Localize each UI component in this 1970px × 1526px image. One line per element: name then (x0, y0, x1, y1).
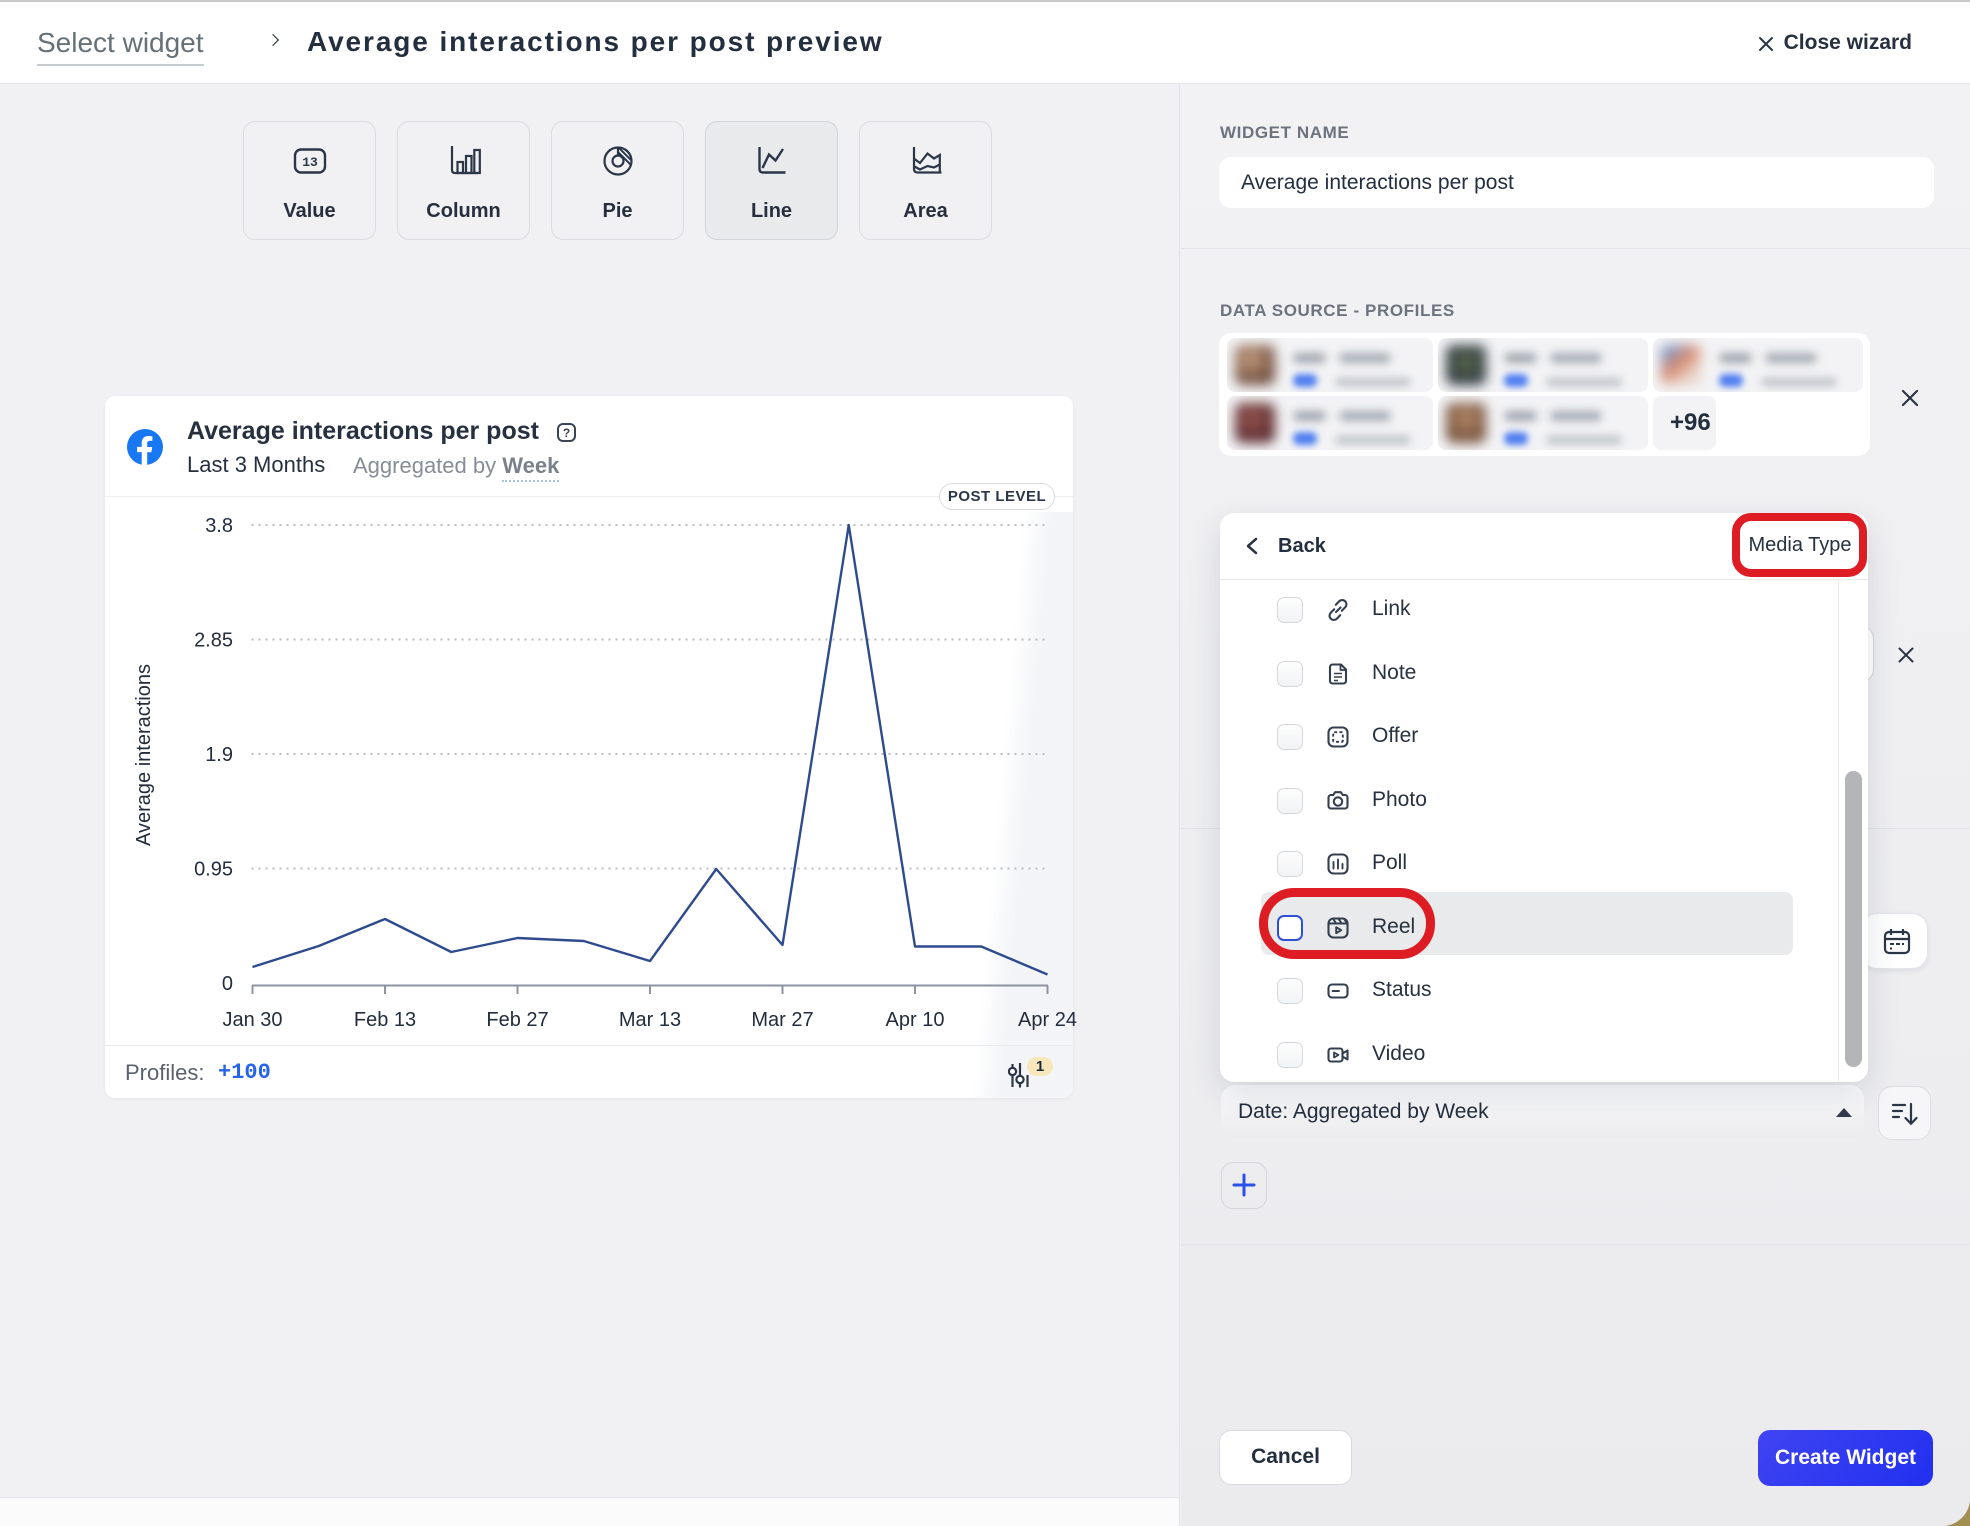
svg-text:1.9: 1.9 (205, 744, 233, 766)
svg-text:Feb 13: Feb 13 (354, 1009, 416, 1031)
svg-text:3.8: 3.8 (205, 515, 233, 537)
svg-text:Apr 10: Apr 10 (886, 1009, 945, 1031)
svg-text:0: 0 (222, 973, 233, 995)
svg-text:0.95: 0.95 (194, 859, 233, 881)
svg-text:Apr 24: Apr 24 (1018, 1009, 1077, 1031)
svg-text:Jan 30: Jan 30 (222, 1009, 282, 1031)
svg-text:Mar 27: Mar 27 (751, 1009, 813, 1031)
svg-text:Mar 13: Mar 13 (619, 1009, 681, 1031)
svg-text:2.85: 2.85 (194, 630, 233, 652)
svg-text:?: ? (563, 426, 570, 440)
svg-text:13: 13 (302, 155, 318, 170)
svg-text:Feb 27: Feb 27 (486, 1009, 548, 1031)
